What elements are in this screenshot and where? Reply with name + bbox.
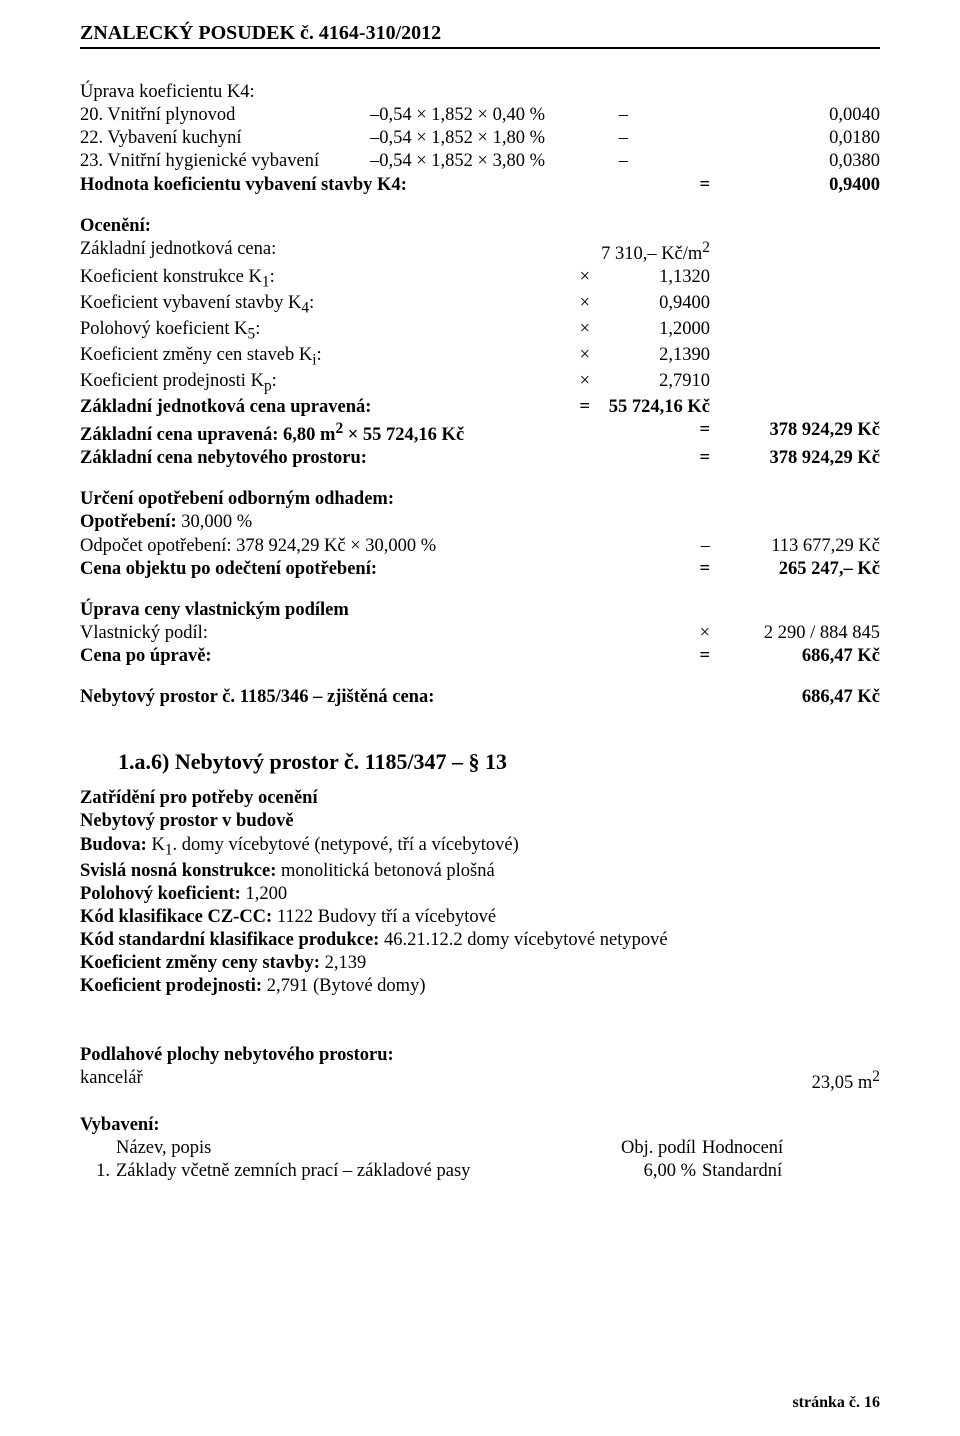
vlastnicky-podil-row: Vlastnický podíl: × 2 290 / 884 845: [80, 622, 880, 645]
zc-nebyt-row: Základní cena nebytového prostoru: = 378…: [80, 447, 880, 470]
calc-row: Základní jednotková cena upravená: = 55 …: [80, 396, 880, 419]
opotrebeni-value-line: Opotřebení: 30,000 %: [80, 511, 880, 534]
cena-po-odecteni-row: Cena objektu po odečtení opotřebení: = 2…: [80, 558, 880, 581]
zatrideni-title: Zatřídění pro potřeby ocenění: [80, 787, 880, 810]
k4-item-row: 22. Vybavení kuchyní –0,54 × 1,852 × 1,8…: [80, 127, 880, 150]
section-line: Budova: K1. domy vícebytové (netypové, t…: [80, 834, 880, 860]
zjistena-cena-row: Nebytový prostor č. 1185/346 – zjištěná …: [80, 686, 880, 709]
vybaveni-row: 1. Základy včetně zemních prací – základ…: [80, 1160, 880, 1183]
podlahove-row: kancelář 23,05 m2: [80, 1067, 880, 1095]
calc-row: Koeficient konstrukce K1: × 1,1320: [80, 266, 880, 292]
section-line: Koeficient změny ceny stavby: 2,139: [80, 952, 880, 975]
hodnota-row: Hodnota koeficientu vybavení stavby K4: …: [80, 174, 880, 197]
zc-upravena-row: Základní cena upravená: 6,80 m2 × 55 724…: [80, 419, 880, 447]
doc-header: ZNALECKÝ POSUDEK č. 4164-310/2012: [80, 22, 880, 49]
vybaveni-title: Vybavení:: [80, 1114, 880, 1137]
opotrebeni-title: Určení opotřebení odborným odhadem:: [80, 488, 880, 511]
calc-row: Polohový koeficient K5: × 1,2000: [80, 318, 880, 344]
calc-row: Koeficient vybavení stavby K4: × 0,9400: [80, 292, 880, 318]
oceneni-title: Ocenění:: [80, 215, 880, 238]
section-line: Kód klasifikace CZ-CC: 1122 Budovy tří a…: [80, 906, 880, 929]
calc-row: Koeficient prodejnosti Kp: × 2,7910: [80, 370, 880, 396]
section-line: Kód standardní klasifikace produkce: 46.…: [80, 929, 880, 952]
section-line: Svislá nosná konstrukce: monolitická bet…: [80, 860, 880, 883]
section-line: Nebytový prostor v budově: [80, 810, 880, 833]
odpocet-row: Odpočet opotřebení: 378 924,29 Kč × 30,0…: [80, 535, 880, 558]
calc-row: Koeficient změny cen staveb Ki: × 2,1390: [80, 344, 880, 370]
k4-item-row: 20. Vnitřní plynovod –0,54 × 1,852 × 0,4…: [80, 104, 880, 127]
k4-item-row: 23. Vnitřní hygienické vybavení –0,54 × …: [80, 150, 880, 173]
section-line: Koeficient prodejnosti: 2,791 (Bytové do…: [80, 975, 880, 998]
vybaveni-head: Název, popis Obj. podíl Hodnocení: [80, 1137, 880, 1160]
page-footer: stránka č. 16: [792, 1394, 880, 1412]
uprava-podilem-title: Úprava ceny vlastnickým podílem: [80, 599, 880, 622]
doc-header-text: ZNALECKÝ POSUDEK č. 4164-310/2012: [80, 22, 441, 44]
section-title: 1.a.6) Nebytový prostor č. 1185/347 – § …: [118, 749, 880, 775]
cena-po-uprave-row: Cena po úpravě: = 686,47 Kč: [80, 645, 880, 668]
podlahove-title: Podlahové plochy nebytového prostoru:: [80, 1044, 880, 1067]
calc-row: Základní jednotková cena: 7 310,– Kč/m2: [80, 238, 880, 266]
k4-title: Úprava koeficientu K4:: [80, 81, 880, 104]
section-line: Polohový koeficient: 1,200: [80, 883, 880, 906]
